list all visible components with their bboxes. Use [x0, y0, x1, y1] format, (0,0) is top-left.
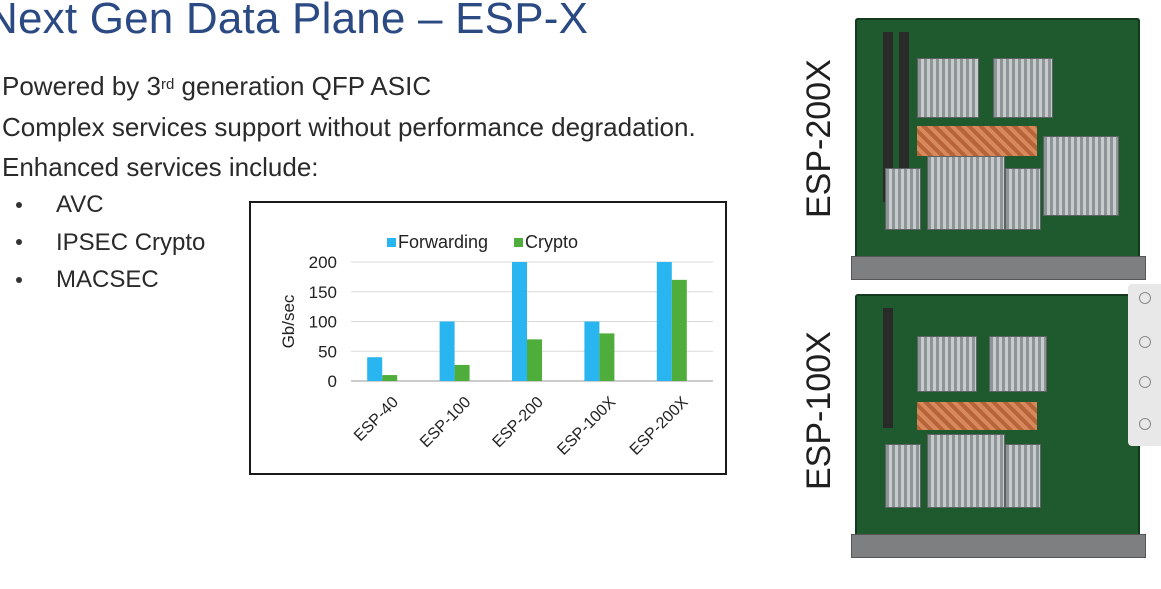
sub-bullet-ipsec: IPSEC Crypto: [12, 224, 205, 262]
heatsink-icon: [993, 58, 1053, 118]
memory-slot-icon: [899, 32, 909, 202]
bullet-dot-icon: [16, 239, 22, 246]
legend-swatch-forwarding: [387, 238, 396, 247]
legend-swatch-crypto: [514, 238, 523, 247]
bar-forwarding: [367, 357, 383, 381]
tool-icon[interactable]: [1139, 292, 1151, 304]
zoom-out-icon[interactable]: [1139, 376, 1151, 388]
bar-crypto: [382, 375, 398, 381]
sub-bullets: AVC IPSEC Crypto MACSEC: [12, 186, 205, 299]
main-bullets: Powered by 3rd generation QFP ASIC Compl…: [2, 66, 696, 188]
y-tick-label: 150: [309, 283, 337, 302]
bar-crypto: [671, 279, 687, 381]
y-tick-label: 0: [328, 372, 337, 391]
bullet-complex-services: Complex services support without perform…: [2, 111, 696, 142]
bar-forwarding: [439, 321, 455, 381]
board-photos: [851, 18, 1146, 558]
heatpipe-icon: [917, 126, 1037, 156]
heatsink-icon: [927, 156, 1005, 230]
y-tick-label: 50: [318, 342, 337, 361]
esp-200x-board-image: [851, 18, 1146, 280]
y-axis-label: Gb/sec: [279, 294, 298, 348]
x-tick-label: ESP-200X: [627, 394, 692, 459]
bullet-enhanced-services: Enhanced services include:: [2, 152, 319, 182]
bar-crypto: [599, 333, 615, 381]
side-toolbar: [1128, 284, 1161, 446]
connector-icon: [1005, 444, 1041, 508]
x-tick-label: ESP-100X: [554, 394, 619, 459]
bullet-qfp-asic: Powered by 3rd generation QFP ASIC: [2, 71, 432, 101]
y-tick-label: 100: [309, 313, 337, 332]
sub-bullet-avc: AVC: [12, 186, 205, 224]
connector-icon: [885, 168, 921, 230]
faceplate-icon: [851, 256, 1146, 280]
y-tick-label: 200: [309, 253, 337, 272]
tool-icon[interactable]: [1139, 418, 1151, 430]
slide-title: Next Gen Data Plane – ESP-X: [0, 0, 589, 43]
bullet-dot-icon: [16, 276, 22, 283]
heatpipe-icon: [917, 402, 1037, 430]
bar-crypto: [454, 364, 470, 381]
connector-icon: [885, 444, 921, 508]
faceplate-icon: [851, 534, 1146, 558]
sub-bullet-macsec: MACSEC: [12, 261, 205, 299]
legend-label-crypto: Crypto: [525, 232, 578, 252]
heatsink-icon: [917, 58, 979, 118]
esp-100x-board-image: [851, 294, 1146, 558]
bar-crypto: [527, 339, 542, 381]
heatsink-icon: [917, 336, 977, 392]
connector-icon: [1005, 168, 1041, 230]
bar-forwarding: [656, 262, 672, 381]
x-tick-label: ESP-100: [417, 394, 474, 451]
x-tick-label: ESP-40: [351, 394, 402, 445]
heatsink-icon: [1043, 136, 1119, 216]
bar-forwarding: [584, 321, 600, 381]
memory-slot-icon: [883, 308, 893, 428]
esp-200x-label: ESP-200X: [800, 59, 838, 218]
heatsink-icon: [989, 336, 1047, 392]
heatsink-icon: [927, 434, 1005, 508]
esp-100x-label: ESP-100X: [800, 331, 838, 490]
memory-slot-icon: [883, 32, 893, 202]
legend-label-forwarding: Forwarding: [398, 232, 488, 252]
zoom-in-icon[interactable]: [1139, 336, 1151, 348]
x-tick-label: ESP-200: [490, 394, 547, 451]
bullet-dot-icon: [16, 201, 22, 208]
bar-forwarding: [512, 262, 527, 381]
throughput-chart: 0 50 100 150 200 Gb/sec ESP-40 ESP-100 ESP-200 ES…: [249, 201, 727, 475]
